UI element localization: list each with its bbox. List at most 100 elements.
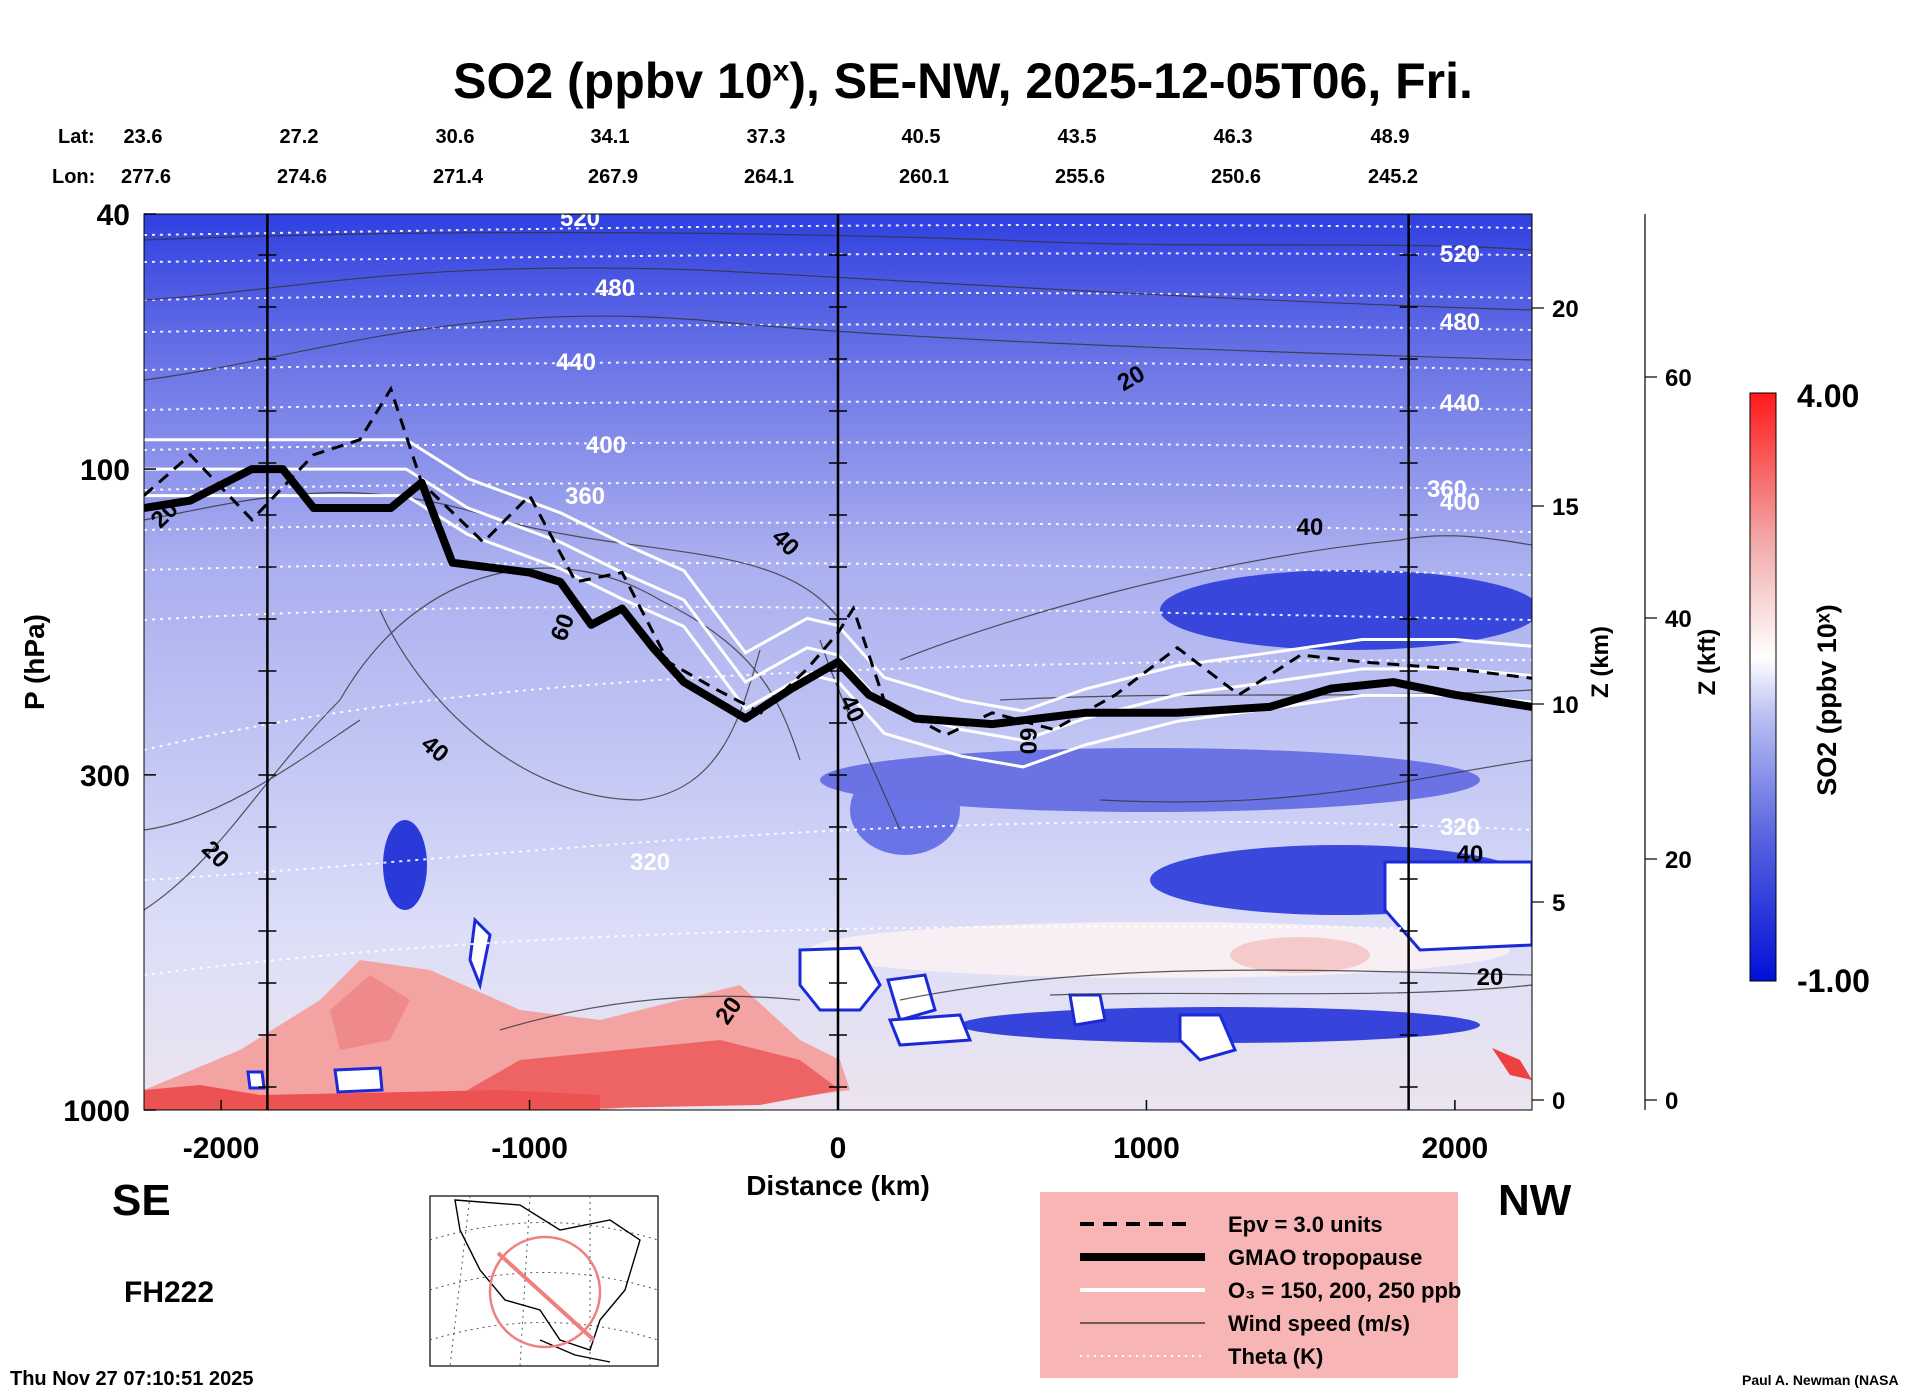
z-kft-tick-label: 40 bbox=[1665, 606, 1692, 633]
y-tick-label: 100 bbox=[80, 454, 130, 487]
lon-label: Lon: bbox=[52, 166, 96, 188]
forecast-hour: FH222 bbox=[124, 1276, 215, 1309]
lat-value: 37.3 bbox=[746, 126, 786, 148]
map-transect-line bbox=[496, 1251, 596, 1342]
map-graticule bbox=[429, 1195, 659, 1367]
lat-value: 43.5 bbox=[1057, 126, 1097, 148]
lat-value: 30.6 bbox=[435, 126, 475, 148]
legend-label: Theta (K) bbox=[1228, 1344, 1323, 1369]
x-tick-label: 1000 bbox=[1113, 1132, 1180, 1165]
lon-value: 260.1 bbox=[898, 166, 950, 188]
z-km-axis-title: Z (km) bbox=[1587, 626, 1614, 698]
z-km-tick-label: 5 bbox=[1552, 890, 1565, 917]
so2-white-blob bbox=[887, 1013, 973, 1047]
legend-label: O₃ = 150, 200, 250 ppb bbox=[1228, 1278, 1461, 1303]
wind-contour-label: 40 bbox=[1457, 841, 1484, 868]
lon-value: 277.6 bbox=[120, 166, 172, 188]
map-range-circle bbox=[488, 1235, 602, 1349]
lon-value: 255.6 bbox=[1054, 166, 1106, 188]
z-km-tick-label: 10 bbox=[1552, 692, 1579, 719]
chart-title: SO2 (ppbv 10x), SE-NW, 2025-12-05T06, Fr… bbox=[453, 53, 1473, 109]
z-kft-axis-title: Z (kft) bbox=[1694, 629, 1721, 696]
inset-map bbox=[429, 1195, 659, 1367]
so2-high-patch bbox=[1492, 1048, 1532, 1080]
so2-high-patch bbox=[144, 1085, 600, 1110]
so2-low-patch bbox=[383, 820, 427, 910]
inset-map-frame bbox=[429, 1195, 659, 1367]
theta-contour-label: 480 bbox=[1440, 309, 1480, 336]
so2-low-patch bbox=[1160, 570, 1532, 650]
theta-contour-label: 520 bbox=[1440, 241, 1480, 268]
lat-value: 23.6 bbox=[123, 126, 163, 148]
y-axis-title: P (hPa) bbox=[19, 614, 50, 710]
so2-white-blob bbox=[468, 916, 492, 991]
legend-label: Epv = 3.0 units bbox=[1228, 1212, 1383, 1237]
legend-label: GMAO tropopause bbox=[1228, 1245, 1422, 1270]
so2-high-patch bbox=[1230, 937, 1370, 973]
lon-value: 271.4 bbox=[432, 166, 484, 188]
legend-label: Wind speed (m/s) bbox=[1228, 1311, 1410, 1336]
axes: -2000 -1000 0 1000 2000 40 100 300 1000 0 5 10 15 20 0… bbox=[63, 199, 1691, 1165]
so2-white-blob bbox=[333, 1066, 384, 1094]
so2-white-blob bbox=[246, 1070, 266, 1090]
theta-contours bbox=[144, 224, 1532, 976]
theta-contour-label: 480 bbox=[595, 275, 635, 302]
so2-white-blob bbox=[1068, 993, 1107, 1027]
z-kft-tick-label: 0 bbox=[1665, 1088, 1678, 1115]
theta-contour-label: 360 bbox=[1427, 476, 1467, 503]
lat-label: Lat: bbox=[58, 126, 95, 148]
theta-contour-label: 320 bbox=[1440, 814, 1480, 841]
lat-value: 27.2 bbox=[279, 126, 319, 148]
wind-contour-label: 20 bbox=[1477, 964, 1504, 991]
map-coastline bbox=[454, 1199, 641, 1351]
colorbar-label: SO2 (ppbv 10ˣ) bbox=[1812, 604, 1842, 795]
lon-value: 267.9 bbox=[587, 166, 639, 188]
theta-contour-label: 440 bbox=[1440, 390, 1480, 417]
lat-value: 48.9 bbox=[1370, 126, 1410, 148]
z-kft-tick-label: 60 bbox=[1665, 365, 1692, 392]
colorbar-max-label: 4.00 bbox=[1797, 378, 1859, 414]
theta-contour-label: 440 bbox=[556, 349, 596, 376]
lat-value: 40.5 bbox=[901, 126, 941, 148]
so2-high-patch bbox=[330, 975, 410, 1050]
z-kft-tick-label: 20 bbox=[1665, 847, 1692, 874]
wind-contour-label: 40 bbox=[1297, 514, 1324, 541]
wind-contour-label: 60 bbox=[1014, 728, 1041, 755]
tropopause-line bbox=[144, 465, 1532, 729]
x-tick-label: 2000 bbox=[1422, 1132, 1489, 1165]
map-coastline bbox=[539, 1339, 611, 1363]
direction-right: NW bbox=[1498, 1176, 1572, 1225]
colorbar bbox=[1749, 392, 1777, 982]
x-tick-label: -2000 bbox=[183, 1132, 260, 1165]
y-tick-label: 40 bbox=[97, 199, 130, 232]
lat-value: 34.1 bbox=[590, 126, 630, 148]
so2-white-blob bbox=[1383, 860, 1532, 952]
x-tick-label: -1000 bbox=[491, 1132, 568, 1165]
so2-white-blob bbox=[798, 946, 882, 1012]
so2-low-patch bbox=[820, 748, 1480, 812]
lon-value: 245.2 bbox=[1367, 166, 1419, 188]
legend: Epv = 3.0 units GMAO tropopause O₃ = 150… bbox=[1040, 1192, 1461, 1378]
theta-contour-label: 520 bbox=[560, 205, 600, 232]
z-km-tick-label: 20 bbox=[1552, 296, 1579, 323]
colorbar-min-label: -1.00 bbox=[1797, 963, 1870, 999]
wind-contours bbox=[144, 231, 1532, 1031]
z-km-tick-label: 0 bbox=[1552, 1088, 1565, 1115]
y-tick-label: 1000 bbox=[63, 1095, 130, 1128]
theta-contour-label: 400 bbox=[586, 432, 626, 459]
theta-contour-label: 320 bbox=[630, 849, 670, 876]
so2-white-blob bbox=[1178, 1013, 1238, 1062]
x-tick-label: 0 bbox=[830, 1132, 847, 1165]
credit: Paul A. Newman (NASA bbox=[1742, 1372, 1899, 1388]
timestamp: Thu Nov 27 07:10:51 2025 bbox=[10, 1368, 254, 1390]
lon-value: 274.6 bbox=[276, 166, 328, 188]
lon-value: 264.1 bbox=[743, 166, 795, 188]
lat-value: 46.3 bbox=[1213, 126, 1253, 148]
y-tick-label: 300 bbox=[80, 760, 130, 793]
direction-left: SE bbox=[112, 1176, 171, 1225]
x-axis-title: Distance (km) bbox=[746, 1170, 930, 1201]
theta-contour-label: 400 bbox=[1440, 489, 1480, 516]
